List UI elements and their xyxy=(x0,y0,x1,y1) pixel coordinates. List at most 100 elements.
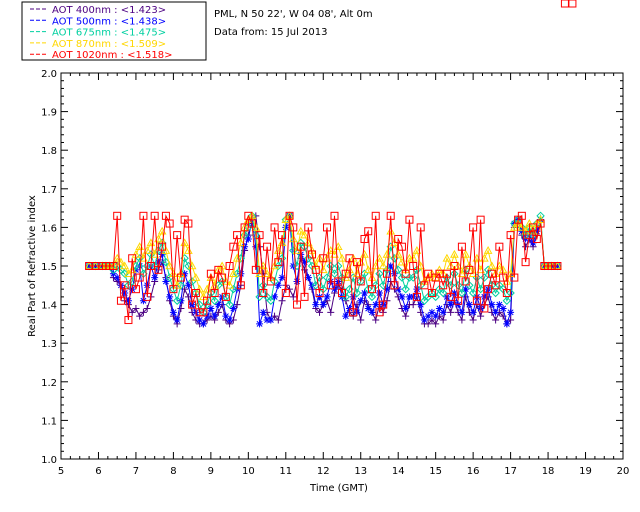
data-point xyxy=(271,293,279,301)
legend-label: AOT 500nm : <1.438> xyxy=(52,16,166,27)
data-point xyxy=(412,246,422,254)
data-point xyxy=(255,231,264,240)
data-point xyxy=(375,308,384,317)
y-axis-title: Real Part of Refractive index xyxy=(27,195,38,337)
y-tick-label: 1.4 xyxy=(41,301,57,312)
data-point xyxy=(503,320,511,328)
data-point xyxy=(296,226,306,235)
data-point xyxy=(390,270,398,278)
x-tick-label: 10 xyxy=(242,466,255,477)
data-point xyxy=(517,222,527,231)
x-tick-label: 8 xyxy=(170,466,176,477)
data-point xyxy=(536,215,545,223)
data-point xyxy=(288,234,298,243)
data-point xyxy=(447,308,455,316)
data-point xyxy=(383,285,391,293)
data-point xyxy=(166,293,174,301)
data-point xyxy=(323,293,331,301)
data-point xyxy=(483,246,493,254)
data-point xyxy=(293,277,301,285)
data-point xyxy=(468,288,478,298)
data-point xyxy=(390,281,399,290)
data-point xyxy=(502,296,512,305)
data-point xyxy=(319,254,328,263)
data-point xyxy=(510,273,519,282)
data-point xyxy=(274,281,282,289)
data-point xyxy=(357,316,365,324)
data-point xyxy=(491,288,500,298)
data-point xyxy=(85,262,94,270)
data-point xyxy=(457,242,466,251)
data-point xyxy=(341,292,350,302)
data-point xyxy=(432,320,440,328)
data-point xyxy=(330,269,339,278)
data-point xyxy=(161,211,170,220)
data-point xyxy=(402,312,410,320)
data-point xyxy=(416,223,425,232)
data-point xyxy=(188,300,197,309)
y-tick-label: 1.5 xyxy=(41,262,57,273)
data-point xyxy=(109,262,118,270)
data-point xyxy=(334,261,343,271)
data-point xyxy=(143,281,151,289)
data-point xyxy=(360,234,369,243)
data-point xyxy=(210,289,219,298)
axis-ticks xyxy=(60,72,624,460)
data-point xyxy=(492,308,500,316)
data-point xyxy=(372,316,380,324)
data-point xyxy=(150,249,160,258)
data-point xyxy=(521,258,530,267)
data-point xyxy=(553,262,561,270)
data-point xyxy=(311,265,320,274)
data-point xyxy=(327,308,335,316)
data-point xyxy=(386,226,396,235)
legend-frame xyxy=(21,1,207,61)
data-point xyxy=(420,316,428,324)
data-point xyxy=(293,300,302,309)
data-point xyxy=(386,211,395,220)
x-tick-label: 6 xyxy=(95,466,101,477)
data-point xyxy=(435,265,444,274)
data-point xyxy=(150,211,159,220)
data-point xyxy=(120,281,129,290)
data-point xyxy=(176,273,185,282)
data-point xyxy=(560,0,569,8)
y-tick-label: 1.7 xyxy=(41,185,57,196)
data-point xyxy=(151,274,159,282)
y-tick-label: 1.2 xyxy=(41,378,57,389)
data-point xyxy=(221,292,230,301)
data-point xyxy=(568,0,577,8)
data-point xyxy=(547,262,556,270)
data-point xyxy=(162,277,170,285)
data-point xyxy=(169,285,178,294)
data-point xyxy=(218,273,227,282)
data-point xyxy=(442,253,452,262)
data-point xyxy=(341,269,350,278)
data-point xyxy=(469,316,477,324)
data-point xyxy=(458,316,466,324)
data-point xyxy=(207,304,215,312)
x-tick-label: 20 xyxy=(617,466,630,477)
data-point xyxy=(450,269,459,278)
data-point xyxy=(248,219,257,228)
data-point xyxy=(124,297,132,305)
x-tick-label: 11 xyxy=(279,466,292,477)
data-point xyxy=(252,243,260,251)
data-point xyxy=(226,316,234,324)
data-point xyxy=(316,308,324,316)
data-point xyxy=(278,297,286,305)
data-point xyxy=(454,296,463,305)
data-point xyxy=(236,281,245,290)
data-point xyxy=(326,261,335,271)
data-point xyxy=(222,312,230,320)
data-point xyxy=(462,285,470,293)
x-tick-label: 9 xyxy=(208,466,214,477)
data-point xyxy=(379,300,388,309)
data-point xyxy=(461,277,470,286)
data-point xyxy=(465,301,473,309)
data-point xyxy=(184,246,193,254)
data-point xyxy=(225,262,234,270)
data-point xyxy=(367,292,377,302)
data-point xyxy=(420,281,429,290)
data-point xyxy=(120,261,130,270)
